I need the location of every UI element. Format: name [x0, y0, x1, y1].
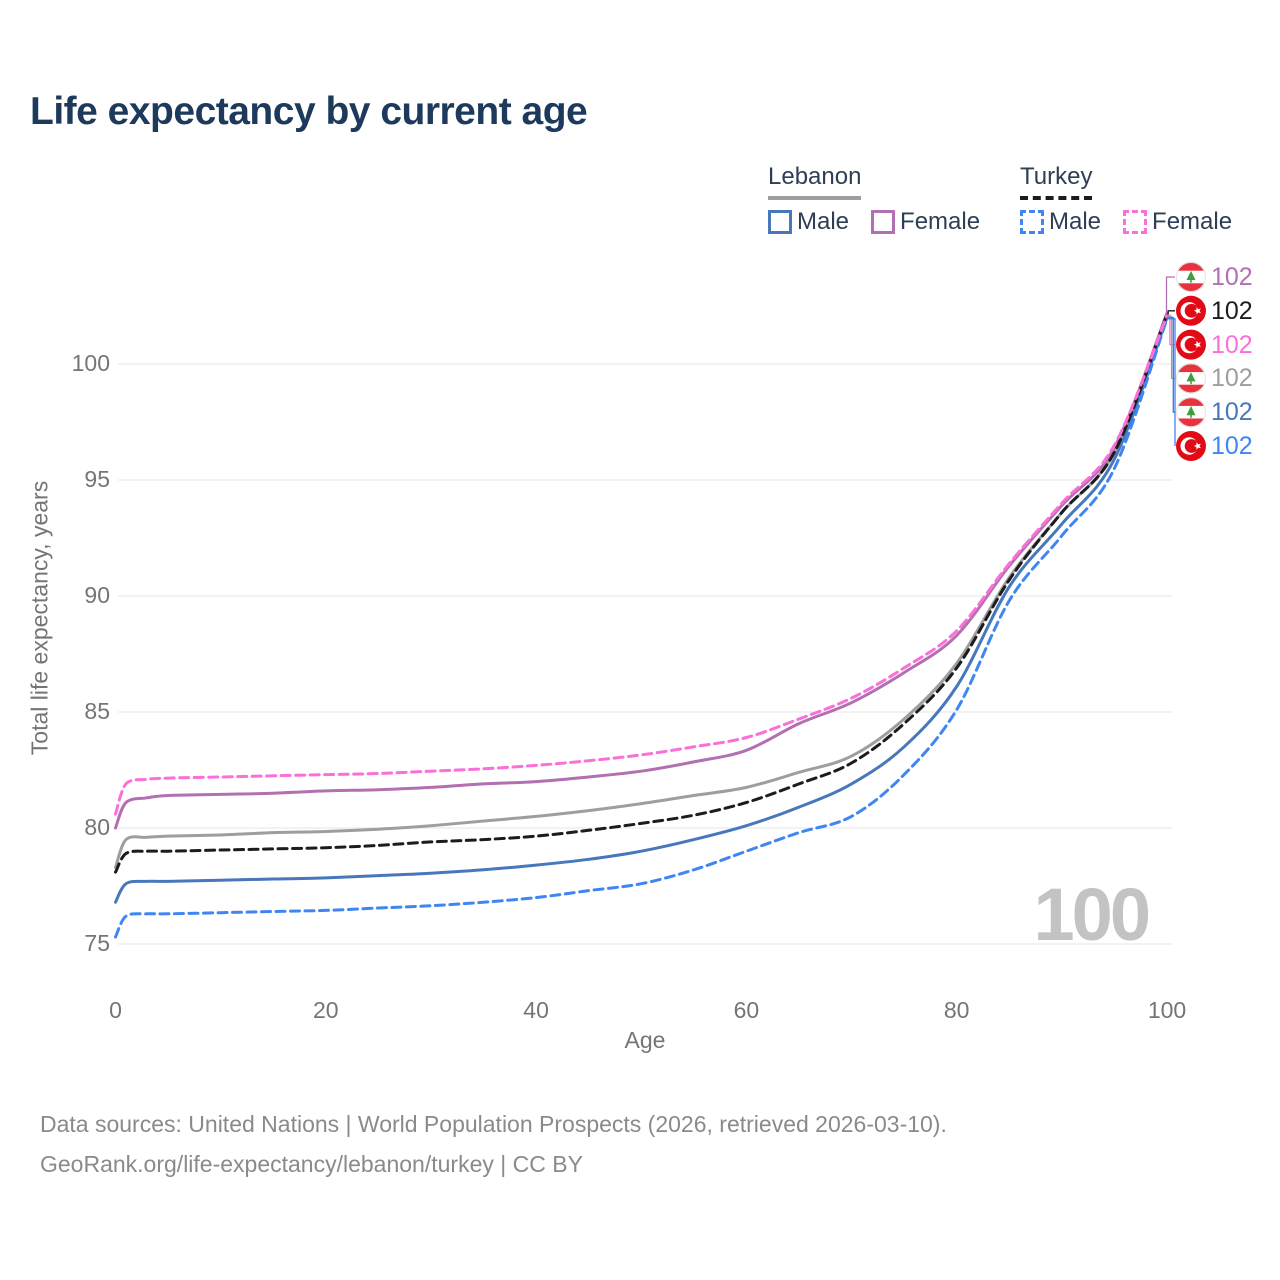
leader-line-turkey-female [1167, 314, 1175, 346]
legend-swatch-turkey-female [1123, 210, 1148, 234]
leader-line-lebanon-female [1165, 276, 1175, 314]
legend-swatch-lebanon-female [871, 210, 896, 234]
legend-group-turkey: Turkey Male Female [1020, 163, 1232, 236]
flag-icon-lebanon [1176, 262, 1206, 292]
page-title: Life expectancy by current age [30, 90, 588, 133]
endpoint-value-lebanon-female: 102 [1211, 263, 1253, 291]
series-line-lebanon-total [114, 314, 1169, 869]
legend-item-label: Male [1049, 208, 1102, 235]
x-tick-label-100: 100 [1147, 997, 1187, 1023]
x-tick-label-40: 40 [523, 997, 549, 1023]
flag-icon-turkey [1176, 431, 1206, 461]
legend-country-turkey[interactable]: Turkey [1020, 163, 1093, 200]
y-tick-label-75: 75 [84, 930, 110, 956]
series-line-turkey-female [114, 313, 1169, 816]
y-axis-title: Total life expectancy, years [26, 480, 53, 756]
legend-item-turkey-male[interactable]: Male [1020, 208, 1101, 236]
x-tick-label-0: 0 [109, 997, 122, 1023]
flag-icon-lebanon [1176, 363, 1206, 394]
attribution-line: GeoRank.org/life-expectancy/lebanon/turk… [40, 1151, 583, 1177]
flag-icon-turkey [1176, 329, 1206, 360]
legend-item-label: Female [900, 208, 981, 235]
endpoint-value-turkey-total: 102 [1211, 296, 1253, 325]
legend-item-turkey-female[interactable]: Female [1123, 208, 1232, 236]
y-tick-label-85: 85 [84, 698, 110, 724]
data-source-line: Data sources: United Nations | World Pop… [40, 1111, 947, 1137]
y-tick-label-95: 95 [84, 466, 110, 492]
legend-item-lebanon-female[interactable]: Female [871, 208, 980, 236]
legend-country-lebanon[interactable]: Lebanon [768, 163, 862, 200]
legend-item-lebanon-male[interactable]: Male [768, 208, 849, 236]
legend-group-lebanon: Lebanon Male Female [768, 163, 980, 236]
leader-line-turkey-total [1167, 310, 1175, 315]
x-tick-label-60: 60 [733, 997, 760, 1023]
endpoint-value-turkey-female: 102 [1211, 330, 1253, 359]
y-tick-label-90: 90 [84, 582, 110, 608]
leader-line-turkey-male [1167, 318, 1176, 446]
endpoint-value-turkey-male: 102 [1211, 432, 1253, 460]
series-line-turkey-male [114, 317, 1169, 939]
y-tick-label-100: 100 [71, 350, 110, 376]
x-tick-label-80: 80 [943, 997, 970, 1023]
endpoint-value-lebanon-total: 102 [1211, 364, 1253, 393]
footer: Data sources: United Nations | World Pop… [40, 1104, 947, 1184]
flag-icon-turkey [1176, 295, 1206, 326]
flag-icon-lebanon [1176, 397, 1206, 428]
legend-item-label: Female [1152, 208, 1233, 235]
series-line-lebanon-female [114, 311, 1169, 830]
leader-line-lebanon-male [1167, 316, 1175, 413]
series-line-lebanon-male [114, 316, 1169, 904]
endpoint-value-lebanon-male: 102 [1211, 398, 1253, 427]
legend-swatch-lebanon-male [768, 210, 792, 234]
age-watermark: 100 [1033, 873, 1151, 956]
legend-item-label: Male [797, 208, 850, 235]
x-axis-title: Age [624, 1027, 666, 1053]
x-tick-label-20: 20 [313, 997, 339, 1023]
series-line-turkey-total [114, 312, 1169, 874]
legend-swatch-turkey-male [1020, 210, 1044, 234]
y-tick-label-80: 80 [84, 814, 110, 840]
